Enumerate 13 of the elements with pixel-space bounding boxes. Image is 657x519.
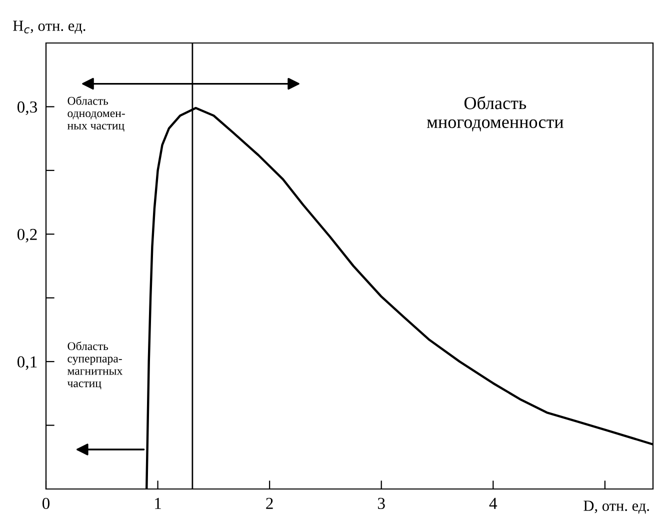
y-tick-label: 0,1 — [17, 356, 37, 370]
annotation: Область однодомен- ных частиц — [67, 96, 125, 132]
x-tick-label: 2 — [266, 498, 273, 509]
x-axis-title: D, отн. ед. — [584, 500, 649, 514]
x-tick-label: 4 — [489, 498, 498, 509]
annotation: Область суперпара- магнитных частиц — [67, 342, 123, 390]
x-tick-label: 0 — [42, 498, 50, 510]
x-tick-label: 3 — [378, 498, 385, 510]
y-tick-label: 0,3 — [17, 101, 38, 116]
y-tick-label: 0,2 — [17, 228, 37, 242]
y-axis-title: H$_{c}$, отн. ед. — [13, 20, 86, 34]
annotation: Область многодоменности — [426, 96, 564, 132]
x-tick-label: 1 — [155, 498, 161, 509]
